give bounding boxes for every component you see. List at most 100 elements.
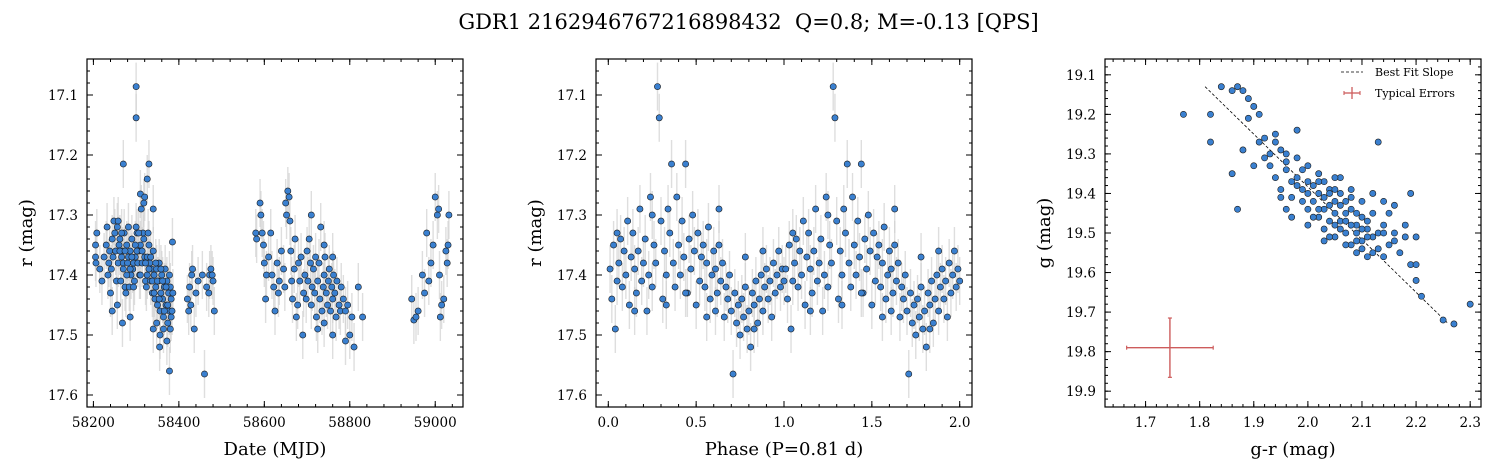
data-point <box>307 259 314 267</box>
data-point <box>1244 114 1252 122</box>
data-point <box>1385 241 1393 249</box>
data-point <box>328 283 336 291</box>
x-tick-label: 2.3 <box>1459 415 1480 431</box>
data-point <box>1353 209 1360 217</box>
data-point <box>917 253 925 261</box>
data-point <box>119 160 127 168</box>
data-point <box>135 229 143 237</box>
data-point <box>1272 138 1279 146</box>
data-point <box>329 295 337 303</box>
data-point <box>1261 134 1268 142</box>
data-point <box>1401 233 1409 241</box>
y-tick-label: 17.6 <box>48 388 78 404</box>
data-point <box>284 187 292 195</box>
y-tick-label: 19.5 <box>1066 226 1096 242</box>
data-point <box>162 283 170 291</box>
x-tick-label: 58600 <box>243 415 286 431</box>
x-tick-label: 2.1 <box>1351 415 1372 431</box>
data-point <box>1412 261 1420 269</box>
y-tick-label: 17.6 <box>557 388 587 404</box>
data-point <box>436 313 444 321</box>
data-point <box>935 307 943 315</box>
data-point <box>951 247 958 255</box>
x-tick-label: 0.0 <box>598 415 619 431</box>
data-point <box>1331 174 1339 182</box>
data-point <box>898 283 906 291</box>
data-point <box>1304 205 1312 213</box>
data-point <box>822 193 830 201</box>
legend-label: Typical Errors <box>1375 87 1455 100</box>
data-point <box>1336 201 1344 209</box>
data-point <box>870 229 878 237</box>
data-point <box>952 283 960 291</box>
data-point <box>1234 83 1241 91</box>
data-point <box>436 271 443 279</box>
data-point <box>662 301 670 309</box>
data-point <box>1342 197 1350 205</box>
data-point <box>796 247 804 255</box>
data-point <box>137 205 145 213</box>
plot-area <box>606 62 964 398</box>
y-axis-label: g (mag) <box>1034 198 1055 269</box>
data-point <box>98 277 106 285</box>
data-point <box>166 325 174 333</box>
error-bars <box>609 62 961 398</box>
data-point <box>308 283 316 291</box>
data-point <box>291 235 299 243</box>
data-point <box>826 241 834 249</box>
data-point <box>729 370 737 378</box>
data-point <box>935 247 943 255</box>
data-point <box>333 277 341 285</box>
data-point <box>1358 213 1366 221</box>
data-point <box>325 277 332 285</box>
data-point <box>427 259 435 267</box>
data-point <box>710 247 718 255</box>
data-point <box>926 301 934 309</box>
data-point <box>113 301 121 309</box>
data-point <box>297 253 305 261</box>
data-point <box>332 313 340 321</box>
data-point <box>1336 190 1344 197</box>
data-point <box>1353 229 1360 237</box>
data-point <box>280 265 287 273</box>
data-point <box>803 253 811 261</box>
data-point <box>1412 233 1420 241</box>
data-point <box>766 277 774 285</box>
data-point <box>706 295 714 303</box>
data-point <box>145 265 153 273</box>
data-point <box>324 301 331 309</box>
data-point <box>118 253 126 261</box>
data-point <box>160 307 168 315</box>
data-point <box>159 277 167 285</box>
data-point <box>724 295 732 303</box>
data-point <box>926 325 934 333</box>
data-point <box>759 307 767 315</box>
data-point <box>1326 217 1333 225</box>
data-point <box>190 325 198 333</box>
data-point <box>659 295 667 303</box>
data-point <box>329 253 337 261</box>
data-point <box>252 229 260 237</box>
data-point <box>784 295 791 303</box>
data-point <box>1342 229 1350 237</box>
data-point <box>638 277 646 285</box>
data-point <box>756 295 763 303</box>
data-point <box>808 289 816 297</box>
data-point <box>108 235 116 243</box>
data-point <box>114 217 122 225</box>
data-point <box>726 271 733 279</box>
data-point <box>945 259 953 267</box>
data-point <box>153 319 161 327</box>
data-point <box>301 271 309 279</box>
data-point <box>761 283 769 291</box>
data-point <box>1363 253 1371 261</box>
data-point <box>1380 221 1388 229</box>
data-point <box>315 259 323 267</box>
data-point <box>117 277 125 285</box>
data-point <box>1250 103 1258 110</box>
data-point <box>785 241 793 249</box>
data-point <box>1331 186 1339 193</box>
data-point <box>311 289 319 297</box>
data-point <box>661 247 668 255</box>
data-point <box>1418 292 1425 300</box>
